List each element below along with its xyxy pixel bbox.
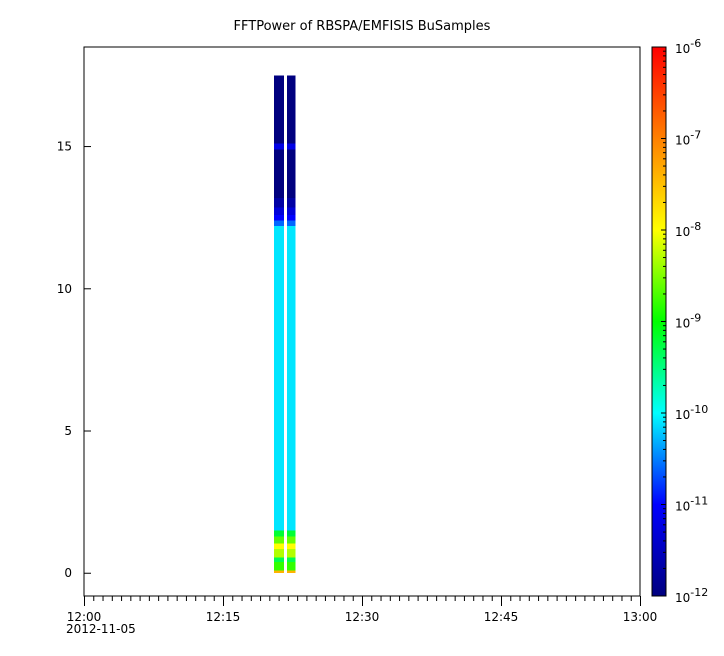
spectrogram-cell: [273, 226, 285, 531]
chart-title: FFTPower of RBSPA/EMFISIS BuSamples: [234, 19, 491, 34]
spectrogram-cell: [286, 220, 296, 227]
x-tick-label: 13:00: [623, 610, 658, 624]
spectrogram-cell: [286, 543, 296, 550]
colorbar-tick-label: 10-6: [675, 37, 701, 56]
y-tick-label: 5: [64, 424, 72, 438]
colorbar-tick-label: 10-11: [675, 495, 708, 514]
x-axis: 12:00 12:15 12:30 12:45 13:00 2012-11-05: [66, 596, 657, 636]
spectrogram-cell: [273, 549, 285, 558]
spectrogram-cell: [286, 75, 296, 144]
spectrogram-cell: [286, 549, 296, 558]
spectrogram-cell: [286, 149, 296, 198]
colorbar: 10-12 10-11 10-10 10-9 10-8 10-7 10-6: [651, 37, 708, 605]
spectrogram-cell: [273, 214, 285, 221]
colorbar-tick-label: 10-8: [675, 220, 701, 239]
spectrogram-cell: [286, 561, 296, 571]
y-tick-label: 10: [57, 282, 72, 296]
spectrogram-cell: [273, 197, 285, 208]
spectrogram-cell: [273, 149, 285, 198]
spectrogram-cell: [273, 143, 285, 150]
spectrogram-cell: [286, 557, 296, 562]
spectrogram-cell: [286, 226, 296, 531]
spectrogram-cell: [286, 570, 296, 574]
x-tick-label: 12:15: [206, 610, 241, 624]
y-tick-label: 0: [64, 566, 72, 580]
spectrogram-cell: [286, 143, 296, 150]
x-tick-label: 12:45: [484, 610, 519, 624]
spectrogram-cell: [286, 536, 296, 544]
spectrogram-cell: [286, 214, 296, 221]
spectrogram-cell: [273, 557, 285, 562]
spectrogram-cell: [273, 561, 285, 571]
x-tick-label: 12:00: [67, 610, 102, 624]
plot-area: [83, 46, 641, 597]
spectrogram-cell: [273, 75, 285, 144]
y-tick-label: 15: [57, 140, 72, 154]
spectrogram-cell: [273, 530, 285, 537]
spectrogram-cell: [273, 570, 285, 574]
spectrogram-strip: [273, 75, 285, 574]
colorbar-tick-label: 10-9: [675, 312, 701, 331]
y-axis: 0 5 10 15: [57, 140, 91, 580]
x-tick-label: 12:30: [345, 610, 380, 624]
colorbar-tick-label: 10-12: [675, 586, 708, 605]
spectrogram-cell: [273, 207, 285, 215]
spectrogram-cell: [286, 197, 296, 208]
spectrogram-cell: [273, 536, 285, 544]
plot-frame: [83, 46, 641, 597]
colorbar-tick-label: 10-7: [675, 129, 701, 148]
spectrogram-cell: [273, 543, 285, 550]
spectrogram-cell: [286, 207, 296, 215]
spectrogram-strip: [286, 75, 296, 574]
spectrogram-cell: [273, 220, 285, 227]
colorbar-tick-label: 10-10: [675, 403, 708, 422]
spectrogram-cell: [286, 530, 296, 537]
x-date-label: 2012-11-05: [66, 622, 136, 636]
